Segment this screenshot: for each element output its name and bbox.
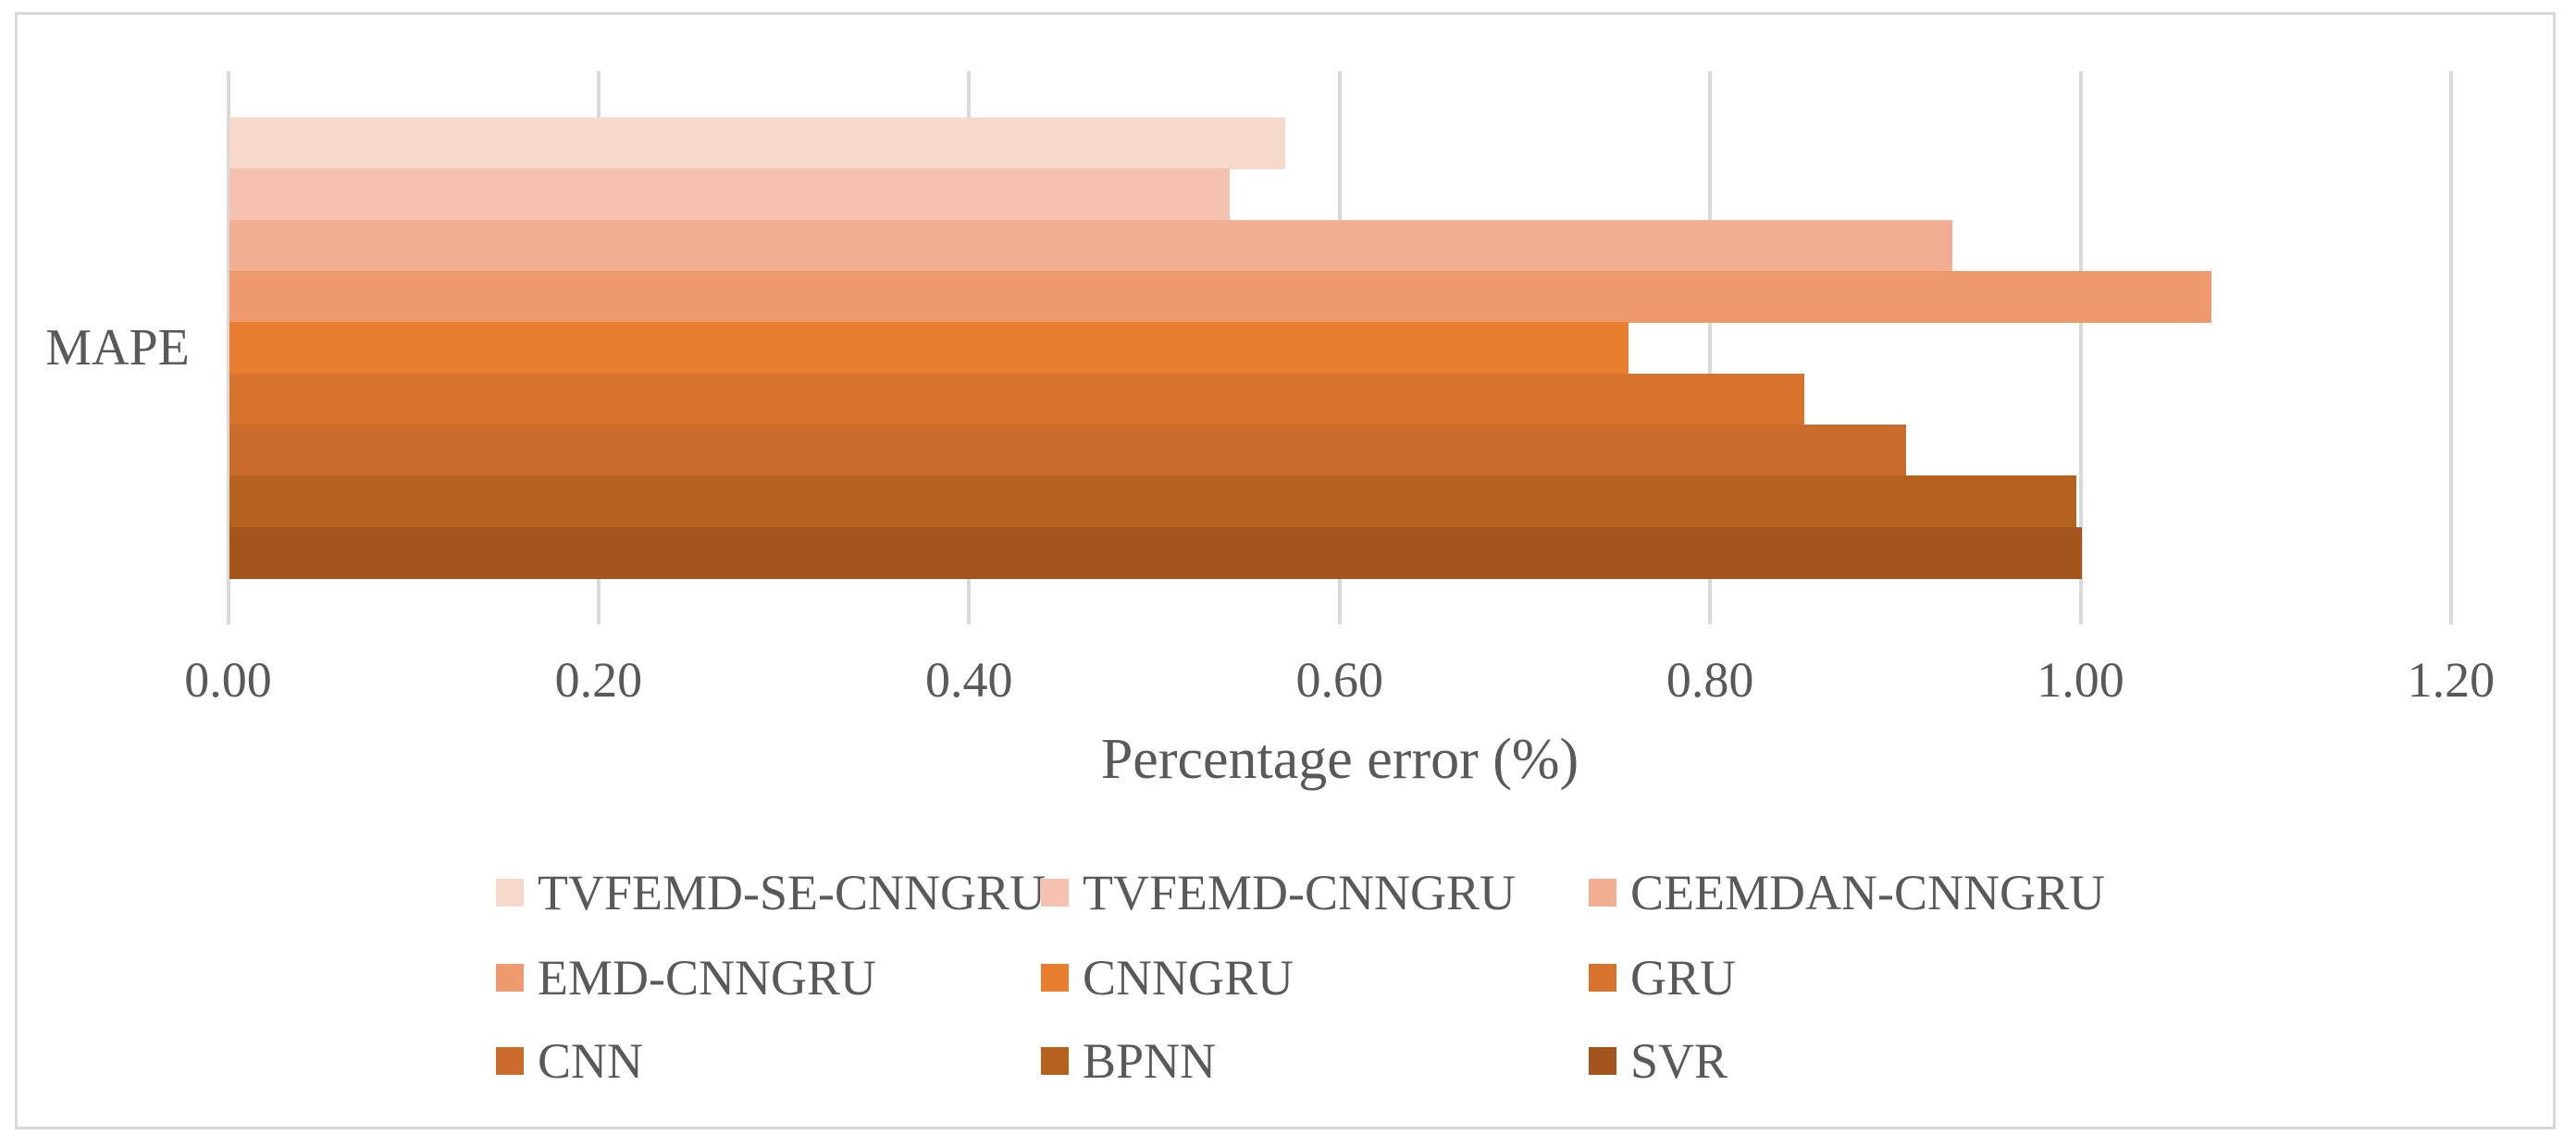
legend-swatch-icon <box>1589 1047 1616 1075</box>
bar-gru <box>229 373 1804 426</box>
legend-label: SVR <box>1630 1033 1728 1089</box>
legend-label: TVFEMD-SE-CNNGRU <box>538 865 1046 920</box>
legend-label: CNN <box>538 1033 644 1089</box>
bar-bpnn <box>229 475 2076 528</box>
legend-swatch-icon <box>1589 879 1616 906</box>
legend-label: CEEMDAN-CNNGRU <box>1630 865 2105 920</box>
bar-cnn <box>229 424 1906 476</box>
category-axis-line <box>226 71 230 624</box>
x-tick-label: 1.00 <box>2037 652 2124 708</box>
legend-swatch-icon <box>1041 964 1069 992</box>
legend-swatch-icon <box>496 879 524 906</box>
legend-swatch-icon <box>1589 964 1616 992</box>
legend-label: GRU <box>1630 950 1737 1005</box>
legend-swatch-icon <box>496 1047 524 1075</box>
x-tick-label: 0.60 <box>1295 652 1383 708</box>
legend-label: EMD-CNNGRU <box>538 950 877 1005</box>
x-axis-title: Percentage error (%) <box>1100 728 1579 791</box>
legend-swatch-icon <box>496 964 524 992</box>
x-tick-label: 0.40 <box>925 652 1013 708</box>
major-gridline <box>2078 71 2083 624</box>
bar-emd-cnngru <box>229 270 2212 323</box>
major-gridline <box>1708 71 1713 624</box>
x-tick-label: 0.80 <box>1666 652 1754 708</box>
bar-tvfemd-se-cnngru <box>229 117 1286 170</box>
legend-label: BPNN <box>1083 1033 1217 1089</box>
legend-label: CNNGRU <box>1083 950 1294 1005</box>
bar-svr <box>229 526 2082 579</box>
bar-ceemdan-cnngru <box>229 219 1952 272</box>
x-tick-label: 0.00 <box>184 652 272 708</box>
legend-label: TVFEMD-CNNGRU <box>1083 865 1517 920</box>
x-tick-label: 0.20 <box>554 652 643 708</box>
category-axis-label: MAPE <box>45 319 190 376</box>
x-tick-label: 1.20 <box>2407 652 2496 708</box>
legend-swatch-icon <box>1041 1047 1069 1075</box>
legend-swatch-icon <box>1041 879 1069 906</box>
bar-tvfemd-cnngru <box>229 168 1231 221</box>
bar-cnngru <box>229 322 1629 375</box>
major-gridline <box>2448 71 2453 624</box>
